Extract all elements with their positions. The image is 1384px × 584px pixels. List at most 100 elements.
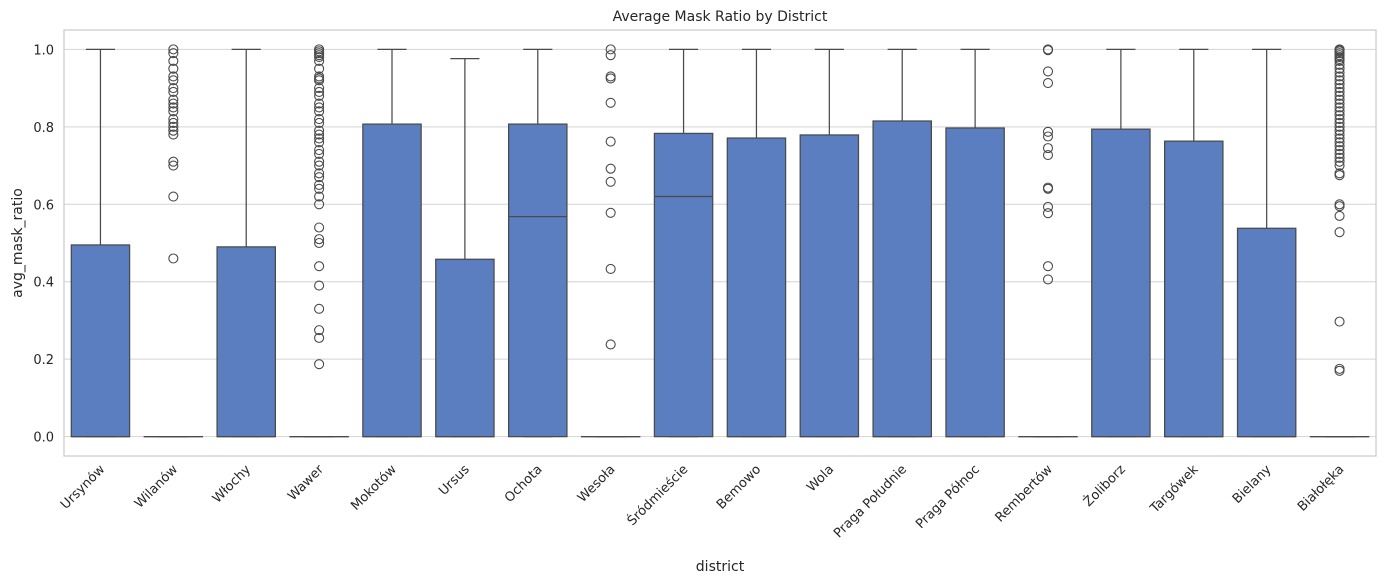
outlier-point [1334, 75, 1345, 86]
outlier-point [605, 136, 616, 147]
box-group [653, 48, 714, 438]
outlier-point [1334, 59, 1345, 70]
box-group [872, 48, 933, 438]
outlier-point [1334, 106, 1345, 117]
outlier-point [1334, 156, 1345, 167]
outlier-point [605, 71, 616, 82]
outlier-point [605, 176, 616, 187]
outlier-point [168, 48, 179, 59]
outlier-point [1042, 274, 1054, 285]
iqr-box [70, 244, 131, 438]
x-tick-label: Ochota [502, 462, 546, 506]
outlier-point [1334, 141, 1345, 152]
outlier-point [605, 44, 616, 55]
outlier-point [314, 133, 325, 144]
outlier-point [1042, 45, 1054, 56]
outlier-point [1042, 183, 1054, 194]
outlier-point [314, 129, 325, 140]
outlier-point [314, 234, 325, 245]
x-tick-label: Ursynów [58, 462, 109, 513]
outlier-point [314, 261, 325, 272]
outlier-point [1334, 201, 1345, 212]
outlier-point [314, 325, 325, 336]
iqr-box [1236, 227, 1297, 438]
outlier-point [314, 359, 325, 370]
outlier-point [168, 75, 179, 86]
box-group [726, 48, 787, 438]
box-group [1163, 48, 1224, 438]
x-tick-label: Włochy [210, 462, 254, 506]
outlier-point [314, 114, 325, 125]
outlier-point [314, 199, 325, 210]
box-group [507, 48, 568, 438]
outlier-point [1334, 63, 1345, 74]
outlier-point [314, 148, 325, 159]
box-group [143, 44, 204, 438]
outlier-point [1334, 145, 1345, 156]
outlier-point [1334, 67, 1345, 78]
outlier-point [314, 102, 325, 113]
y-tick-label: 0.8 [33, 121, 54, 136]
x-axis-title: district [696, 559, 745, 575]
x-tick-label: Praga Południe [831, 462, 910, 541]
outlier-point [1042, 131, 1054, 142]
iqr-box [726, 137, 787, 438]
outlier-point [1334, 121, 1345, 132]
iqr-box [362, 123, 422, 438]
x-tick-label: Śródmieście [624, 462, 691, 529]
outlier-point [168, 125, 179, 136]
outlier-point [1334, 94, 1345, 105]
outlier-point [168, 71, 179, 82]
outlier-point [314, 179, 325, 190]
outlier-point [314, 75, 325, 86]
y-tick-labels: 0.0 0.2 0.4 0.6 0.8 1.0 [33, 43, 54, 445]
outlier-point [1334, 129, 1345, 140]
outlier-point [314, 145, 325, 156]
outlier-point [1334, 98, 1345, 109]
outlier-point [1334, 365, 1345, 376]
outlier-point [314, 280, 325, 291]
outlier-point [1334, 125, 1345, 136]
outlier-point [1334, 83, 1345, 94]
outlier-point [605, 50, 616, 61]
outlier-point [168, 94, 179, 105]
outlier-point [168, 102, 179, 113]
chart-title: Average Mask Ratio by District [613, 9, 828, 25]
y-tick-label: 0.0 [33, 431, 54, 446]
y-tick-label: 0.4 [33, 276, 54, 291]
outlier-point [314, 160, 325, 171]
outlier-point [605, 263, 616, 274]
outlier-point [314, 73, 325, 84]
outlier-point [168, 86, 179, 98]
outlier-point [605, 163, 616, 174]
iqr-box [1091, 128, 1151, 438]
y-tick-label: 0.6 [33, 198, 54, 213]
outlier-point [1334, 316, 1345, 327]
outlier-point [605, 339, 616, 350]
box-layer [70, 44, 1370, 438]
outlier-point [1334, 170, 1345, 181]
iqr-box [872, 120, 933, 438]
outlier-point [314, 191, 325, 202]
box-group [435, 58, 495, 438]
outlier-point [1042, 261, 1054, 272]
outlier-point [314, 52, 325, 63]
outlier-point [314, 237, 325, 249]
iqr-box [945, 127, 1005, 438]
x-tick-label: Wesoła [575, 462, 618, 505]
outlier-point [314, 125, 325, 136]
outlier-point [314, 83, 325, 94]
outlier-point [314, 106, 325, 117]
outlier-point [1334, 227, 1345, 238]
iqr-box [799, 134, 860, 438]
outlier-point [1334, 110, 1345, 121]
outlier-point [168, 129, 179, 140]
outlier-point [168, 106, 179, 117]
outlier-point [168, 117, 179, 128]
outlier-point [314, 303, 325, 314]
x-tick-label: Żoliborz [1080, 461, 1129, 510]
outlier-point [1334, 86, 1345, 98]
outlier-point [1334, 114, 1345, 125]
box-group [1091, 48, 1151, 438]
